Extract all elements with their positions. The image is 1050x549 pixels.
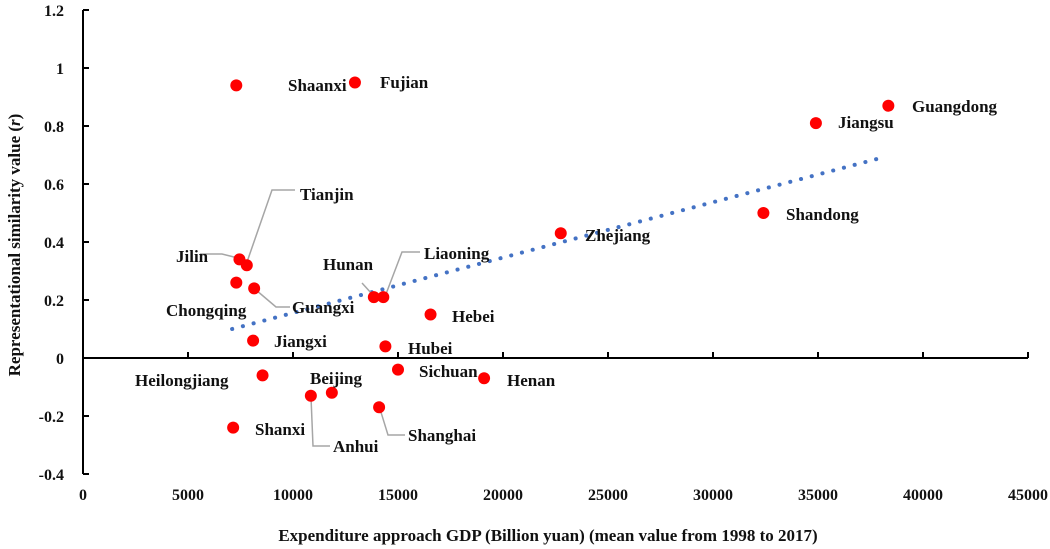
point-beijing: [325, 386, 338, 399]
leader-line-shanghai: [379, 408, 405, 436]
point-label-jiangsu: Jiangsu: [838, 113, 894, 132]
point-label-heilongjiang: Heilongjiang: [135, 371, 229, 390]
leader-line-jilin: [200, 253, 239, 259]
point-hunan: [367, 291, 380, 304]
point-label-guangxi: Guangxi: [292, 298, 355, 317]
point-label-hubei: Hubei: [408, 339, 453, 358]
point-label-fujian: Fujian: [380, 73, 429, 92]
x-tick-label: 10000: [273, 487, 313, 504]
trendline-dotted: [230, 155, 883, 331]
point-liaoning: [377, 291, 390, 304]
point-label-hebei: Hebei: [452, 307, 495, 326]
leader-line-guangxi: [255, 289, 290, 308]
point-jiangxi: [247, 334, 260, 347]
point-guangxi: [248, 282, 261, 295]
point-anhui: [304, 389, 317, 402]
point-shanxi: [227, 421, 240, 434]
point-label-hunan: Hunan: [323, 255, 374, 274]
leader-line-anhui: [310, 396, 330, 447]
point-heilongjiang: [256, 369, 269, 382]
leader-lines: [200, 189, 420, 447]
x-tick-label: 35000: [798, 487, 838, 504]
point-shanghai: [373, 401, 386, 414]
leader-line-hunan: [361, 282, 373, 295]
y-tick-label: 0.8: [44, 119, 64, 136]
point-label-shanghai: Shanghai: [408, 426, 476, 445]
x-tick-label: 0: [79, 487, 87, 504]
point-label-liaoning: Liaoning: [424, 244, 490, 263]
point-label-henan: Henan: [507, 371, 556, 390]
x-axis-title: Expenditure approach GDP (Billion yuan) …: [278, 526, 817, 545]
leader-line-tianjin: [246, 189, 295, 263]
point-label-shanxi: Shanxi: [255, 420, 305, 439]
y-tick-label: -0.4: [39, 467, 64, 484]
point-label-tianjin: Tianjin: [300, 185, 354, 204]
point-hebei: [424, 308, 437, 321]
point-label-zhejiang: Zhejiang: [585, 226, 651, 245]
axes: -0.4 -0.2 0 0.2 0.4 0.6 0.8 1 1.2 0 5000 10000 15000…: [39, 3, 1048, 504]
point-label-beijing: Beijing: [310, 369, 362, 388]
point-shandong: [757, 207, 770, 219]
point-label-guangdong: Guangdong: [912, 97, 998, 116]
point-label-chongqing: Chongqing: [166, 301, 247, 320]
point-hubei: [379, 340, 392, 353]
y-axis-title: Representational similarity value (r): [5, 114, 24, 377]
point-henan: [478, 372, 491, 385]
y-tick-label: 0: [56, 351, 64, 368]
leader-line-liaoning: [385, 251, 420, 295]
x-tick-label: 30000: [693, 487, 733, 504]
point-sichuan: [392, 363, 404, 376]
point-shaanxi: [230, 79, 243, 92]
x-tick-label: 20000: [483, 487, 523, 504]
x-tick-label: 25000: [588, 487, 628, 504]
point-guangdong: [882, 99, 895, 112]
point-jiangsu: [809, 117, 822, 130]
trendline: [230, 155, 883, 331]
y-tick-label: 1.2: [44, 3, 64, 20]
point-label-jiangxi: Jiangxi: [274, 332, 327, 351]
y-tick-label: 0.6: [44, 177, 64, 194]
point-label-jilin: Jilin: [176, 247, 209, 266]
x-tick-label: 15000: [378, 487, 418, 504]
y-axis-title-symbol: r: [5, 119, 24, 126]
point-label-sichuan: Sichuan: [419, 362, 478, 381]
x-tick-label: 45000: [1008, 487, 1048, 504]
y-tick-label: 0.4: [44, 235, 64, 252]
point-jilin: [233, 253, 246, 266]
point-label-shandong: Shandong: [786, 205, 859, 224]
x-tick-label: 5000: [172, 487, 204, 504]
point-labels: Shaanxi Fujian Guangdong Jiangsu Shandong Zhe…: [135, 73, 998, 456]
point-chongqing: [230, 276, 243, 289]
point-fujian: [348, 76, 361, 89]
point-label-anhui: Anhui: [333, 437, 379, 456]
point-zhejiang: [554, 227, 567, 240]
y-tick-label: -0.2: [39, 409, 64, 426]
point-label-shaanxi: Shaanxi: [288, 76, 347, 95]
data-points: [227, 76, 895, 434]
y-tick-label: 0.2: [44, 293, 64, 310]
y-tick-label: 1: [56, 61, 64, 78]
x-tick-label: 40000: [903, 487, 943, 504]
